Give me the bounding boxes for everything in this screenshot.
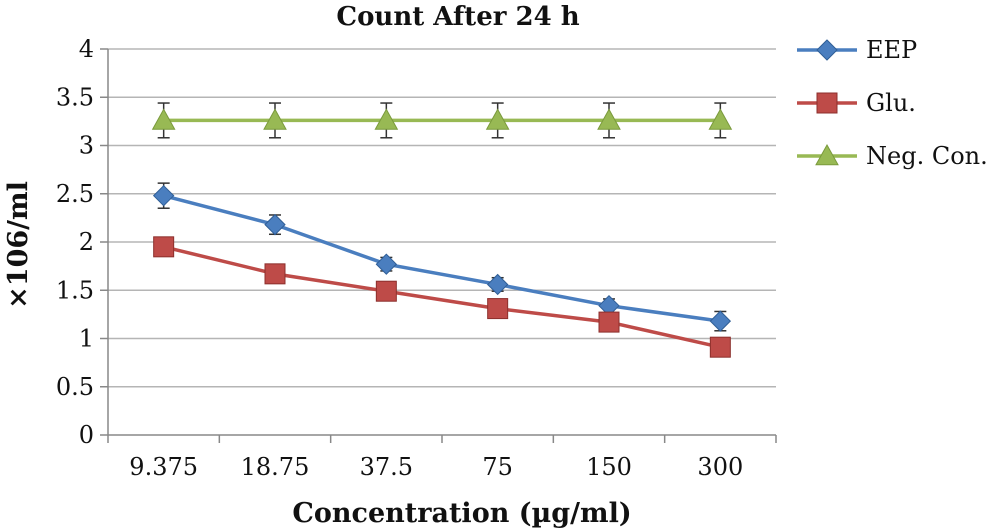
data-point bbox=[374, 108, 399, 130]
legend-marker bbox=[816, 92, 838, 114]
axes: 0 0.5 1 1.5 2 2.5 3 3.5 4 9.375 18.75 37.5 75 150 300 bbox=[56, 35, 777, 481]
legend-item: Glu. bbox=[797, 89, 916, 117]
y-tick-label: 3.5 bbox=[56, 83, 94, 111]
data-point bbox=[708, 108, 733, 130]
y-tick-label: 1.5 bbox=[56, 276, 94, 304]
series-layer bbox=[151, 102, 733, 358]
y-tick-label: 2 bbox=[79, 228, 94, 256]
legend-marker bbox=[815, 143, 839, 166]
data-point bbox=[487, 298, 509, 320]
data-point bbox=[597, 108, 621, 130]
chart-title: Count After 24 h bbox=[336, 2, 579, 32]
gridlines bbox=[108, 48, 776, 388]
x-axis-title: Concentration (µg/ml) bbox=[292, 498, 631, 529]
y-tick-label: 0 bbox=[79, 421, 94, 449]
series-eep bbox=[152, 182, 732, 332]
x-tick-label: 18.75 bbox=[241, 453, 310, 481]
data-point bbox=[152, 184, 175, 207]
series-line bbox=[163, 245, 721, 349]
data-point bbox=[264, 213, 286, 236]
legend-item: Neg. Con. bbox=[797, 142, 988, 170]
legend-item: EEP bbox=[797, 36, 917, 64]
legend: EEP Glu. Neg. Con. bbox=[797, 36, 988, 170]
x-tick-label: 9.375 bbox=[129, 453, 198, 481]
y-axis-title: ×106/ml bbox=[3, 181, 34, 309]
data-point bbox=[151, 108, 176, 130]
y-tick-label: 2.5 bbox=[56, 180, 94, 208]
series-line bbox=[163, 193, 721, 323]
data-point bbox=[264, 263, 286, 285]
series-glu bbox=[153, 236, 731, 358]
x-tick-label: 300 bbox=[697, 453, 743, 481]
data-point bbox=[375, 253, 398, 275]
data-point bbox=[598, 311, 620, 333]
data-point bbox=[486, 273, 509, 296]
data-point bbox=[153, 236, 175, 258]
data-point bbox=[485, 108, 510, 130]
x-tick-label: 150 bbox=[586, 453, 632, 481]
y-tick-label: 0.5 bbox=[56, 373, 94, 401]
legend-label: Glu. bbox=[866, 89, 916, 117]
y-tick-label: 1 bbox=[79, 325, 94, 353]
series-neg-con bbox=[151, 102, 733, 139]
data-point bbox=[375, 280, 397, 302]
y-tick-label: 3 bbox=[79, 132, 94, 160]
data-point bbox=[709, 336, 731, 358]
x-tick-label: 37.5 bbox=[360, 453, 413, 481]
legend-label: Neg. Con. bbox=[866, 142, 988, 170]
data-point bbox=[709, 310, 732, 332]
legend-marker bbox=[816, 39, 838, 61]
legend-label: EEP bbox=[866, 36, 917, 64]
y-tick-label: 4 bbox=[79, 35, 94, 63]
data-point bbox=[263, 108, 287, 130]
x-tick-label: 75 bbox=[482, 453, 513, 481]
